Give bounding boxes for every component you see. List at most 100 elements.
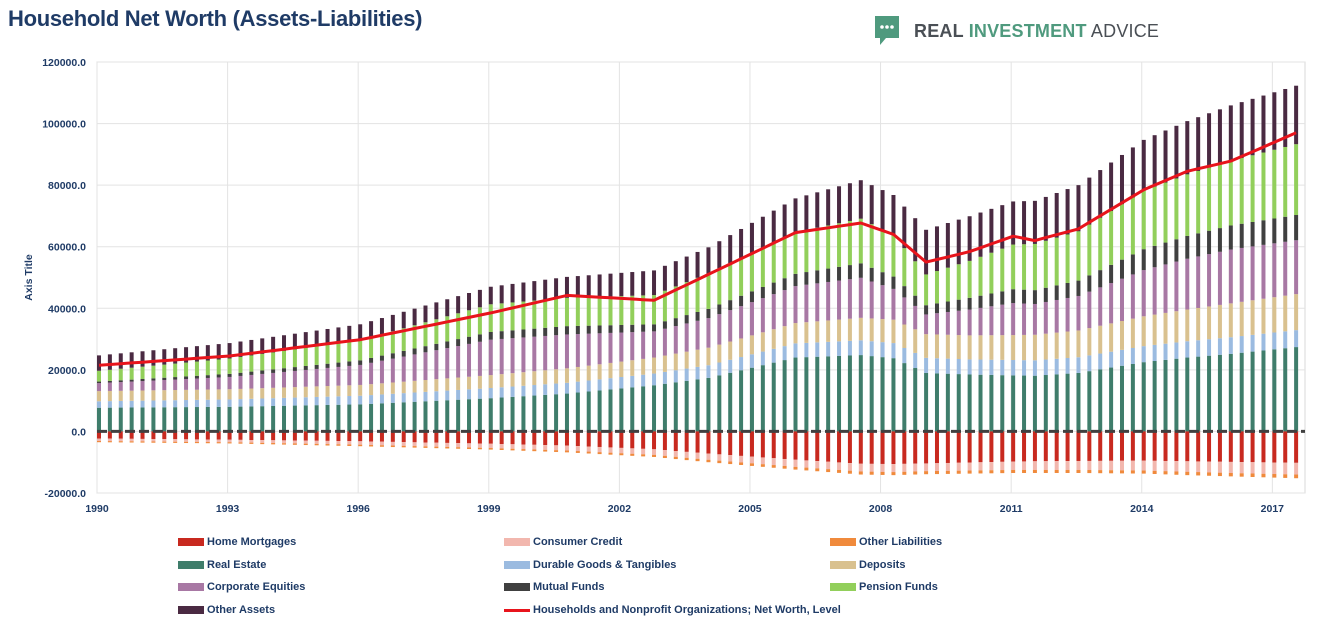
- bar-consumer-credit: [1119, 460, 1124, 471]
- bar-other-assets: [967, 216, 972, 261]
- bar-home-mortgages: [630, 431, 635, 449]
- bar-corporate-equities: [107, 382, 112, 391]
- bar-consumer-credit: [162, 439, 167, 442]
- bar-other-liabilities: [902, 471, 907, 475]
- bar-durable-goods: [597, 379, 602, 391]
- bar-other-assets: [1272, 92, 1277, 150]
- bar-consumer-credit: [771, 458, 776, 466]
- bar-other-liabilities: [249, 442, 254, 444]
- bar-durable-goods: [902, 347, 907, 364]
- bar-deposits: [1250, 300, 1255, 335]
- bar-corporate-equities: [282, 371, 287, 388]
- bar-durable-goods: [1076, 357, 1081, 373]
- bar-consumer-credit: [292, 440, 297, 444]
- bar-consumer-credit: [1087, 460, 1092, 471]
- bar-consumer-credit: [1228, 461, 1233, 473]
- bar-other-assets: [1250, 98, 1255, 156]
- bar-other-liabilities: [477, 447, 482, 450]
- bar-mutual-funds: [695, 311, 700, 321]
- bar-durable-goods: [1141, 346, 1146, 363]
- bar-real-estate: [739, 370, 744, 432]
- bar-other-assets: [1098, 170, 1103, 218]
- bar-durable-goods: [325, 396, 330, 405]
- bar-durable-goods: [564, 382, 569, 394]
- bar-real-estate: [467, 399, 472, 432]
- bar-other-assets: [978, 212, 983, 257]
- bar-home-mortgages: [1272, 431, 1277, 463]
- bar-pension-funds: [967, 260, 972, 298]
- bar-mutual-funds: [151, 378, 156, 381]
- bar-deposits: [292, 387, 297, 398]
- bar-pension-funds: [260, 353, 265, 371]
- bar-mutual-funds: [1119, 259, 1124, 279]
- bar-other-assets: [924, 229, 929, 275]
- bar-deposits: [826, 320, 831, 342]
- bar-real-estate: [488, 398, 493, 432]
- bar-pension-funds: [924, 274, 929, 306]
- bar-consumer-credit: [543, 445, 548, 450]
- bar-pension-funds: [858, 218, 863, 264]
- bar-pension-funds: [532, 300, 537, 329]
- bar-deposits: [684, 351, 689, 369]
- bar-deposits: [847, 318, 852, 341]
- bar-mutual-funds: [815, 270, 820, 284]
- bar-pension-funds: [837, 223, 842, 267]
- bar-consumer-credit: [1217, 461, 1222, 473]
- bar-durable-goods: [1087, 355, 1092, 372]
- bar-pension-funds: [1185, 174, 1190, 236]
- bar-other-liabilities: [924, 471, 929, 475]
- bar-home-mortgages: [564, 431, 569, 446]
- bar-mutual-funds: [728, 300, 733, 311]
- bar-deposits: [1272, 297, 1277, 333]
- bar-real-estate: [837, 355, 842, 432]
- bar-deposits: [249, 388, 254, 399]
- bar-mutual-funds: [1174, 239, 1179, 262]
- bar-other-assets: [728, 235, 733, 264]
- bar-consumer-credit: [1054, 461, 1059, 470]
- bar-consumer-credit: [1022, 461, 1027, 470]
- bar-durable-goods: [390, 393, 395, 403]
- bar-other-assets: [630, 272, 635, 296]
- bar-home-mortgages: [771, 431, 776, 459]
- bar-real-estate: [314, 405, 319, 432]
- bar-deposits: [728, 341, 733, 360]
- bar-other-liabilities: [793, 466, 798, 470]
- bar-corporate-equities: [695, 320, 700, 350]
- bar-pension-funds: [401, 328, 406, 351]
- bar-home-mortgages: [140, 431, 145, 439]
- bar-mutual-funds: [586, 325, 591, 334]
- bar-deposits: [434, 379, 439, 392]
- bar-mutual-funds: [1261, 220, 1266, 245]
- bar-consumer-credit: [641, 448, 646, 455]
- bar-deposits: [423, 380, 428, 392]
- bar-home-mortgages: [390, 431, 395, 442]
- bar-pension-funds: [739, 258, 744, 296]
- bar-consumer-credit: [749, 456, 754, 464]
- bar-mutual-funds: [499, 331, 504, 339]
- bar-other-assets: [869, 185, 874, 225]
- bar-consumer-credit: [216, 439, 221, 443]
- bar-home-mortgages: [978, 431, 983, 463]
- bar-real-estate: [967, 374, 972, 432]
- bar-deposits: [815, 321, 820, 343]
- bar-real-estate: [684, 380, 689, 432]
- bar-other-assets: [1032, 200, 1037, 244]
- bar-other-assets: [205, 345, 210, 361]
- x-tick-label: 2008: [869, 503, 893, 515]
- bar-corporate-equities: [684, 323, 689, 352]
- bar-corporate-equities: [630, 332, 635, 361]
- bar-consumer-credit: [891, 464, 896, 473]
- bar-mutual-funds: [129, 379, 134, 382]
- bar-pension-funds: [1261, 152, 1266, 221]
- bar-home-mortgages: [739, 431, 744, 456]
- bar-mutual-funds: [173, 377, 178, 380]
- bar-pension-funds: [510, 302, 515, 331]
- bar-pension-funds: [728, 263, 733, 301]
- bar-home-mortgages: [1163, 431, 1168, 461]
- bar-consumer-credit: [967, 462, 972, 471]
- legend-item-other-liabilities: Other Liabilities: [830, 536, 942, 548]
- bar-mutual-funds: [1196, 233, 1201, 257]
- bar-other-assets: [793, 198, 798, 233]
- bar-home-mortgages: [456, 431, 461, 444]
- bar-mutual-funds: [1087, 275, 1092, 292]
